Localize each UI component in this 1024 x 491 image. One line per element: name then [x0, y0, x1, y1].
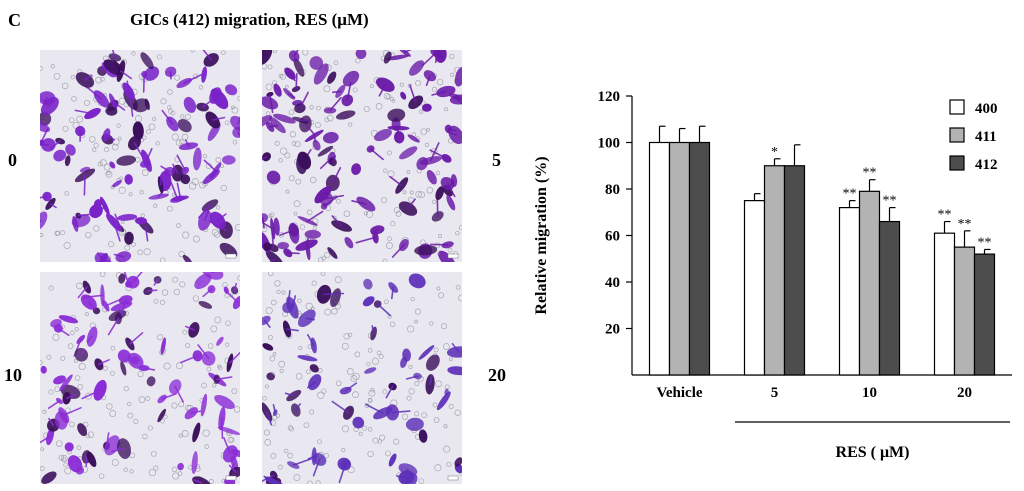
bar-411-10: [858, 190, 881, 376]
significance-mark: **: [958, 217, 972, 232]
x-tick-label: 10: [862, 385, 877, 401]
bar-411-5: [763, 165, 786, 376]
micrograph-5uM: [262, 50, 462, 262]
bar-400-5: [743, 200, 766, 376]
y-tick-label: 40: [605, 275, 620, 291]
significance-mark: **: [938, 208, 952, 223]
y-tick-label: 100: [598, 136, 621, 152]
bar-411-20: [953, 246, 976, 376]
significance-mark: **: [978, 235, 992, 250]
legend-swatch-411: [949, 127, 965, 143]
x-tick-label: Vehicle: [656, 385, 702, 401]
significance-mark: *: [771, 145, 778, 160]
bar-400-Vehicle: [648, 141, 671, 376]
bar-412-10: [878, 220, 901, 376]
bar-400-20: [933, 232, 956, 376]
dose-label-20: 20: [488, 365, 506, 385]
legend-label-411: 411: [975, 129, 997, 145]
legend-label-412: 412: [975, 157, 998, 173]
migration-bar-chart: 20 40 60 80 100 120 Relative migration (%) Vehi…: [533, 89, 1012, 461]
dose-label-10: 10: [4, 365, 22, 385]
y-axis-label: Relative migration (%): [533, 156, 550, 314]
significance-mark: **: [863, 166, 877, 181]
figure-title: GICs (412) migration, RES (μM): [130, 10, 369, 29]
legend-swatch-412: [949, 155, 965, 171]
bar-412-5: [783, 165, 806, 376]
significance-mark: **: [843, 187, 857, 202]
dose-label-5: 5: [492, 150, 501, 170]
bar-412-20: [973, 253, 996, 376]
legend: 400 411 412: [949, 99, 998, 173]
significance-mark: **: [883, 194, 897, 209]
panel-letter: C: [8, 10, 21, 30]
dose-label-0: 0: [8, 150, 17, 170]
y-tick-label: 20: [605, 322, 620, 338]
bar-412-Vehicle: [688, 141, 711, 376]
y-tick-label: 80: [605, 182, 620, 198]
legend-label-400: 400: [975, 101, 998, 117]
y-tick-label: 120: [598, 89, 621, 105]
bars: [648, 125, 996, 376]
x-tick-label: 5: [771, 385, 779, 401]
x-tick-label: 20: [957, 385, 972, 401]
y-tick-label: 60: [605, 229, 620, 245]
micrograph-0uM: [40, 50, 240, 262]
bar-400-10: [838, 207, 861, 376]
bar-411-Vehicle: [668, 141, 691, 376]
legend-swatch-400: [949, 99, 965, 115]
micrograph-10uM: [40, 272, 240, 484]
micrograph-20uM: [262, 272, 462, 484]
x-axis-label: RES ( μM): [836, 444, 910, 461]
